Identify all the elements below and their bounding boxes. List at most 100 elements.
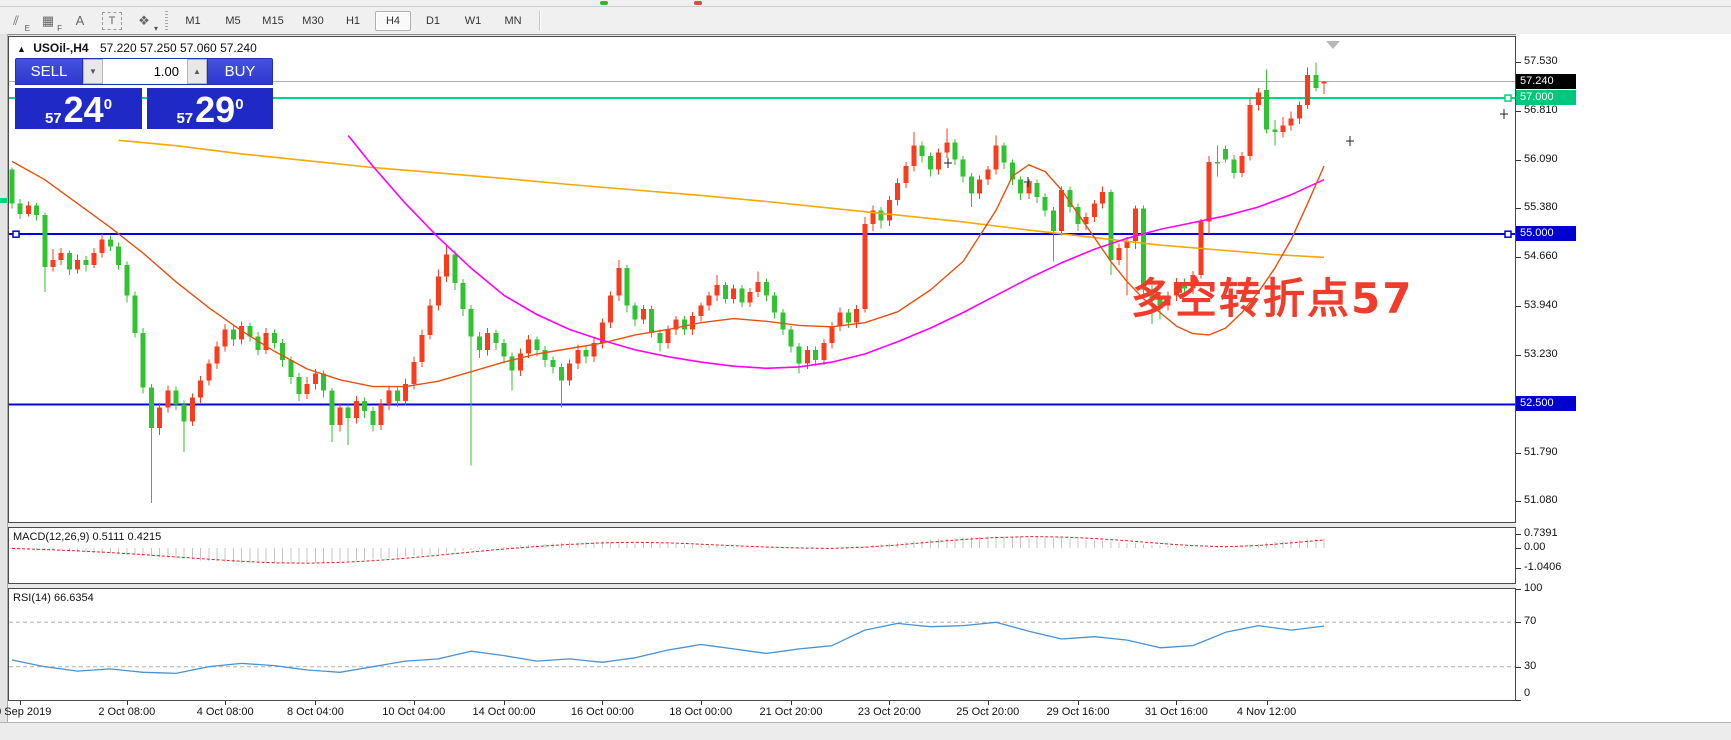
time-tick bbox=[20, 701, 22, 705]
axis-tick-label: 57.530 bbox=[1524, 55, 1558, 67]
text-box-icon[interactable]: T bbox=[102, 11, 122, 30]
axis-tick-label: 100 bbox=[1524, 582, 1543, 594]
axis-tick bbox=[1516, 452, 1521, 454]
tab-timeframe-m30[interactable]: M30 bbox=[302, 14, 324, 27]
tab-timeframe-h1[interactable]: H1 bbox=[345, 14, 361, 27]
macd-indicator-pane[interactable]: MACD(12,26,9) 0.5111 0.4215 bbox=[8, 527, 1516, 584]
axis-tick-label: 0.7391 bbox=[1524, 526, 1558, 539]
tab-timeframe-m5[interactable]: M5 bbox=[225, 14, 241, 27]
rail-green-mark bbox=[0, 198, 7, 203]
time-tick bbox=[504, 701, 505, 705]
axis-tick-label: 0.00 bbox=[1524, 541, 1546, 553]
sell-price-whole: 57 bbox=[44, 110, 62, 127]
volume-down-button[interactable]: ▼ bbox=[83, 59, 103, 84]
rsi-indicator-pane[interactable]: RSI(14) 66.6354 bbox=[8, 588, 1516, 701]
time-tick-label: 29 Oct 16:00 bbox=[1046, 706, 1110, 718]
bottom-strip bbox=[0, 722, 1731, 740]
time-tick-label: 10 Oct 04:00 bbox=[382, 706, 446, 718]
axis-tick-label: 56.090 bbox=[1524, 153, 1558, 165]
volume-up-button[interactable]: ▲ bbox=[187, 59, 207, 84]
price-axis[interactable]: 57.530 56.810 56.090 55.380 54.660 53.940 53.2… bbox=[1516, 34, 1731, 722]
axis-tick-label: 56.810 bbox=[1524, 104, 1558, 116]
time-tick bbox=[225, 701, 227, 705]
sell-price-pips: 24 bbox=[63, 89, 104, 131]
time-tick-label: 31 Oct 16:00 bbox=[1144, 706, 1208, 718]
chart-toolbar: ⫽ E ▦ F A T ❖ ▾ M1 M5 M15 M30 H1 H4 D1 W1 MN bbox=[0, 7, 1731, 35]
time-tick bbox=[791, 701, 792, 705]
time-tick bbox=[1176, 701, 1178, 705]
buy-price-pips: 29 bbox=[195, 89, 236, 131]
sell-price-display[interactable]: 57 24 0 bbox=[15, 88, 142, 129]
axis-tick bbox=[1516, 700, 1521, 701]
toolbar-separator bbox=[539, 10, 541, 31]
buy-price-point: 0 bbox=[235, 96, 244, 113]
axis-tick bbox=[1516, 354, 1521, 356]
tab-timeframe-mn[interactable]: MN bbox=[504, 14, 522, 27]
time-tick-label: 2 Oct 08:00 bbox=[98, 706, 156, 718]
axis-tick bbox=[1516, 306, 1521, 308]
time-tick-label: 16 Oct 00:00 bbox=[570, 706, 634, 718]
price-badge: 57.240 bbox=[1516, 73, 1576, 89]
tab-timeframe-m1[interactable]: M1 bbox=[185, 14, 201, 27]
time-tick-label: 18 Oct 00:00 bbox=[669, 706, 733, 718]
axis-tick-label: 53.230 bbox=[1524, 347, 1558, 360]
axis-tick bbox=[1516, 589, 1521, 590]
chinese-annotation-text: 多空转折点57 bbox=[1131, 274, 1414, 323]
main-chart-pane[interactable]: ▲ USOil-,H4 57.220 57.250 57.060 57.240 … bbox=[8, 36, 1516, 523]
time-tick-label: 14 Oct 00:00 bbox=[472, 706, 536, 718]
rsi-chart bbox=[9, 621, 1515, 675]
text-label-icon[interactable]: A bbox=[75, 13, 85, 28]
axis-tick-label: 51.080 bbox=[1524, 493, 1558, 506]
axis-tick-label: 51.790 bbox=[1524, 445, 1558, 458]
time-axis[interactable]: 30 Sep 2019 2 Oct 08:00 4 Oct 08:00 8 Oct 0… bbox=[0, 701, 1516, 722]
macd-chart bbox=[11, 536, 1325, 564]
toolbar-drag-handle[interactable] bbox=[165, 10, 168, 31]
price-badge: 52.500 bbox=[1516, 396, 1576, 412]
axis-tick-label: 70 bbox=[1524, 615, 1537, 628]
time-tick-label: 25 Oct 20:00 bbox=[956, 706, 1020, 718]
sell-button[interactable]: SELL bbox=[15, 58, 83, 85]
left-rail bbox=[0, 34, 8, 722]
macd-label: MACD(12,26,9) 0.5111 0.4215 bbox=[13, 531, 162, 543]
axis-tick bbox=[1516, 533, 1521, 535]
grid-icon[interactable]: ▦ F bbox=[41, 12, 62, 34]
axis-tick-label: 53.940 bbox=[1524, 299, 1558, 312]
axis-tick-label: 30 bbox=[1524, 659, 1537, 672]
time-tick bbox=[700, 701, 702, 705]
tab-timeframe-d1[interactable]: D1 bbox=[425, 14, 441, 27]
axis-tick-label: 54.660 bbox=[1524, 250, 1558, 263]
price-badge: 55.000 bbox=[1516, 226, 1576, 242]
time-tick-label: 8 Oct 04:00 bbox=[286, 706, 344, 718]
time-tick bbox=[889, 701, 891, 705]
green-speck bbox=[600, 1, 608, 5]
time-tick bbox=[126, 701, 128, 705]
axis-tick bbox=[1516, 500, 1521, 502]
candlestick-chart bbox=[9, 41, 1515, 504]
buy-button[interactable]: BUY bbox=[207, 58, 273, 85]
axis-tick bbox=[1516, 257, 1521, 259]
time-tick-label: 23 Oct 20:00 bbox=[857, 706, 921, 718]
collapse-triangle-icon[interactable]: ▲ bbox=[17, 44, 26, 54]
time-tick-label: 4 Nov 12:00 bbox=[1236, 706, 1297, 718]
time-tick-label: 21 Oct 20:00 bbox=[759, 706, 823, 718]
line-studies-icon[interactable]: ⫽ E bbox=[13, 12, 30, 34]
volume-input[interactable]: 1.00 bbox=[103, 59, 187, 84]
arrows-icon[interactable]: ❖ ▾ bbox=[138, 12, 158, 34]
axis-tick bbox=[1516, 62, 1521, 63]
time-tick bbox=[1266, 701, 1268, 705]
axis-tick-label: -1.0406 bbox=[1524, 560, 1562, 573]
cropped-toolbar-row bbox=[0, 0, 1731, 7]
time-tick bbox=[315, 701, 317, 705]
tab-timeframe-w1[interactable]: W1 bbox=[464, 14, 482, 27]
tab-timeframe-m15[interactable]: M15 bbox=[262, 14, 284, 27]
time-tick-label: 4 Oct 08:00 bbox=[196, 706, 254, 718]
chart-title: ▲ USOil-,H4 57.220 57.250 57.060 57.240 bbox=[17, 41, 257, 55]
axis-tick bbox=[1516, 548, 1521, 549]
axis-tick bbox=[1516, 208, 1521, 210]
time-tick bbox=[602, 701, 604, 705]
tab-timeframe-h4[interactable]: H4 bbox=[375, 10, 411, 31]
sell-price-point: 0 bbox=[103, 96, 113, 113]
buy-price-display[interactable]: 57 29 0 bbox=[147, 88, 273, 129]
time-tick-label: 30 Sep 2019 bbox=[0, 706, 52, 718]
